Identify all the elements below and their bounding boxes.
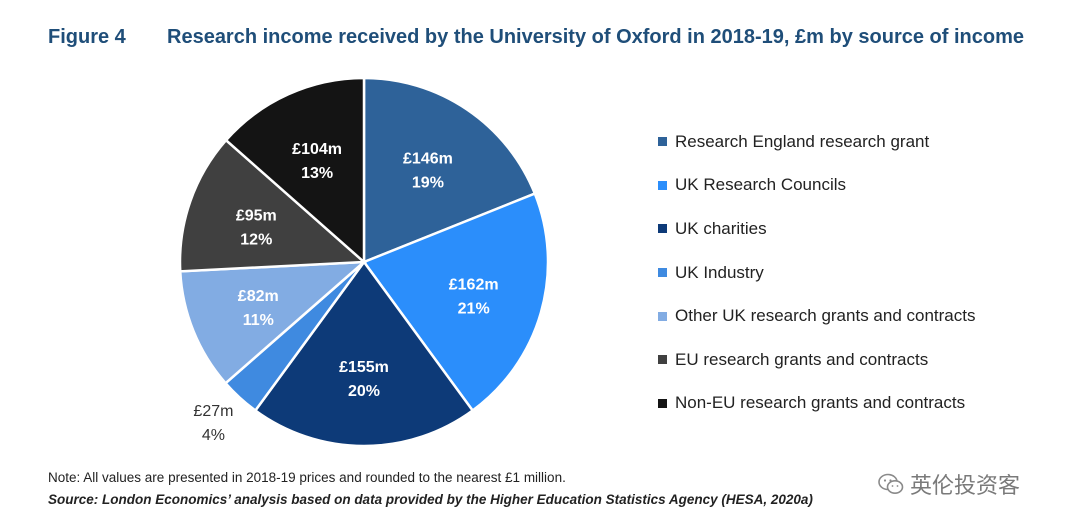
slice-percent-label: 20% <box>348 383 380 400</box>
slice-percent-label: 21% <box>458 300 490 317</box>
chart-title: Research income received by the Universi… <box>167 26 1024 48</box>
legend-item: UK charities <box>658 207 975 251</box>
legend-label: UK Research Councils <box>675 175 847 195</box>
figure-label: Figure 4 <box>48 26 126 48</box>
pie-slice-uk-charities <box>253 259 475 448</box>
slice-value-label: £146m <box>403 151 453 168</box>
slice-value-label: £95m <box>236 207 277 224</box>
slice-value-label: £104m <box>292 141 342 158</box>
watermark: 英伦投资客 <box>878 468 1020 500</box>
legend-swatch <box>658 268 667 278</box>
pie-slice-eu-research-grants-and-contracts <box>178 138 368 273</box>
legend-label: UK charities <box>675 218 767 238</box>
pie-slice-uk-research-councils <box>362 191 550 413</box>
legend-swatch <box>658 224 667 234</box>
legend-item: EU research grants and contracts <box>658 338 975 382</box>
legend-swatch <box>658 398 667 408</box>
slice-percent-label: 19% <box>412 175 444 192</box>
slice-value-label: £27m <box>193 403 233 420</box>
slice-value-label: £82m <box>238 288 279 305</box>
slice-percent-label: 4% <box>202 427 225 444</box>
legend-item: UK Research Councils <box>658 164 975 208</box>
chart-legend: Research England research grant UK Resear… <box>658 120 975 425</box>
slice-value-label: £162m <box>449 276 499 293</box>
slice-percent-label: 11% <box>243 312 274 329</box>
legend-swatch <box>658 180 667 190</box>
slice-percent-label: 12% <box>240 231 272 248</box>
pie-slice-non-eu-research-grants-and-contracts <box>224 76 366 265</box>
pie-slice-research-england-research-grant <box>362 76 537 264</box>
legend-label: Research England research grant <box>675 131 930 151</box>
legend-item: Non-EU research grants and contracts <box>658 382 975 426</box>
legend-item: UK Industry <box>658 251 975 295</box>
legend-label: Other UK research grants and contracts <box>675 306 976 326</box>
chart-note: Note: All values are presented in 2018-1… <box>48 470 566 485</box>
pie-slice-other-uk-research-grants-and-contracts <box>178 260 368 385</box>
watermark-text: 英伦投资客 <box>910 473 1021 498</box>
legend-swatch <box>658 355 667 365</box>
slice-value-label: £155m <box>339 359 389 376</box>
legend-swatch <box>658 137 667 147</box>
chart-source: Source: London Economics’ analysis based… <box>48 492 813 507</box>
legend-label: UK Industry <box>675 262 764 282</box>
legend-item: Other UK research grants and contracts <box>658 294 975 338</box>
slice-percent-label: 13% <box>301 165 333 182</box>
legend-item: Research England research grant <box>658 120 975 164</box>
legend-label: EU research grants and contracts <box>675 349 929 369</box>
legend-swatch <box>658 311 667 321</box>
legend-label: Non-EU research grants and contracts <box>675 393 966 413</box>
wechat-icon <box>878 473 904 494</box>
